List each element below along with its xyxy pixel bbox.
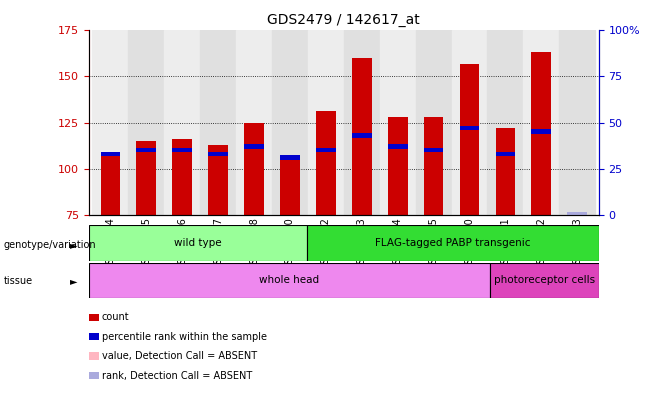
Bar <box>164 30 200 215</box>
Bar <box>490 263 599 298</box>
Bar <box>460 64 480 215</box>
Text: count: count <box>102 312 130 322</box>
Bar <box>343 30 380 215</box>
Text: wild type: wild type <box>174 238 222 248</box>
Bar <box>352 133 372 138</box>
Bar <box>488 30 523 215</box>
Text: ►: ► <box>70 277 78 286</box>
Bar <box>532 53 551 215</box>
Bar <box>424 148 443 152</box>
Text: genotype/variation: genotype/variation <box>3 240 96 250</box>
Bar <box>136 148 156 152</box>
Bar <box>89 263 490 298</box>
Bar <box>388 117 407 215</box>
Bar <box>172 139 192 215</box>
Bar <box>236 30 272 215</box>
Title: GDS2479 / 142617_at: GDS2479 / 142617_at <box>267 13 420 27</box>
Bar <box>308 30 343 215</box>
Bar <box>523 30 559 215</box>
Bar <box>244 144 264 149</box>
Text: rank, Detection Call = ABSENT: rank, Detection Call = ABSENT <box>102 371 252 381</box>
Bar <box>280 155 300 160</box>
Text: FLAG-tagged PABP transgenic: FLAG-tagged PABP transgenic <box>375 238 531 248</box>
Bar <box>495 128 515 215</box>
Bar <box>136 141 156 215</box>
Bar <box>89 225 307 261</box>
Text: tissue: tissue <box>3 277 32 286</box>
Text: value, Detection Call = ABSENT: value, Detection Call = ABSENT <box>102 351 257 361</box>
Bar <box>495 151 515 156</box>
Bar <box>380 30 416 215</box>
Bar <box>451 30 488 215</box>
Bar <box>352 58 372 215</box>
Bar <box>101 151 120 156</box>
Bar <box>200 30 236 215</box>
Text: photoreceptor cells: photoreceptor cells <box>494 275 595 286</box>
Bar <box>307 225 599 261</box>
Bar <box>101 154 120 215</box>
Bar <box>92 30 128 215</box>
Bar <box>532 130 551 134</box>
Bar <box>460 126 480 130</box>
Bar <box>208 151 228 156</box>
Bar <box>559 30 595 215</box>
Text: ►: ► <box>70 240 78 250</box>
Bar <box>208 145 228 215</box>
Bar <box>172 148 192 152</box>
Bar <box>128 30 164 215</box>
Bar <box>388 144 407 149</box>
Bar <box>244 122 264 215</box>
Text: percentile rank within the sample: percentile rank within the sample <box>102 332 267 342</box>
Bar <box>316 111 336 215</box>
Bar <box>567 212 587 217</box>
Bar <box>272 30 308 215</box>
Text: whole head: whole head <box>259 275 319 286</box>
Bar <box>316 148 336 152</box>
Bar <box>416 30 451 215</box>
Bar <box>280 158 300 215</box>
Bar <box>424 117 443 215</box>
